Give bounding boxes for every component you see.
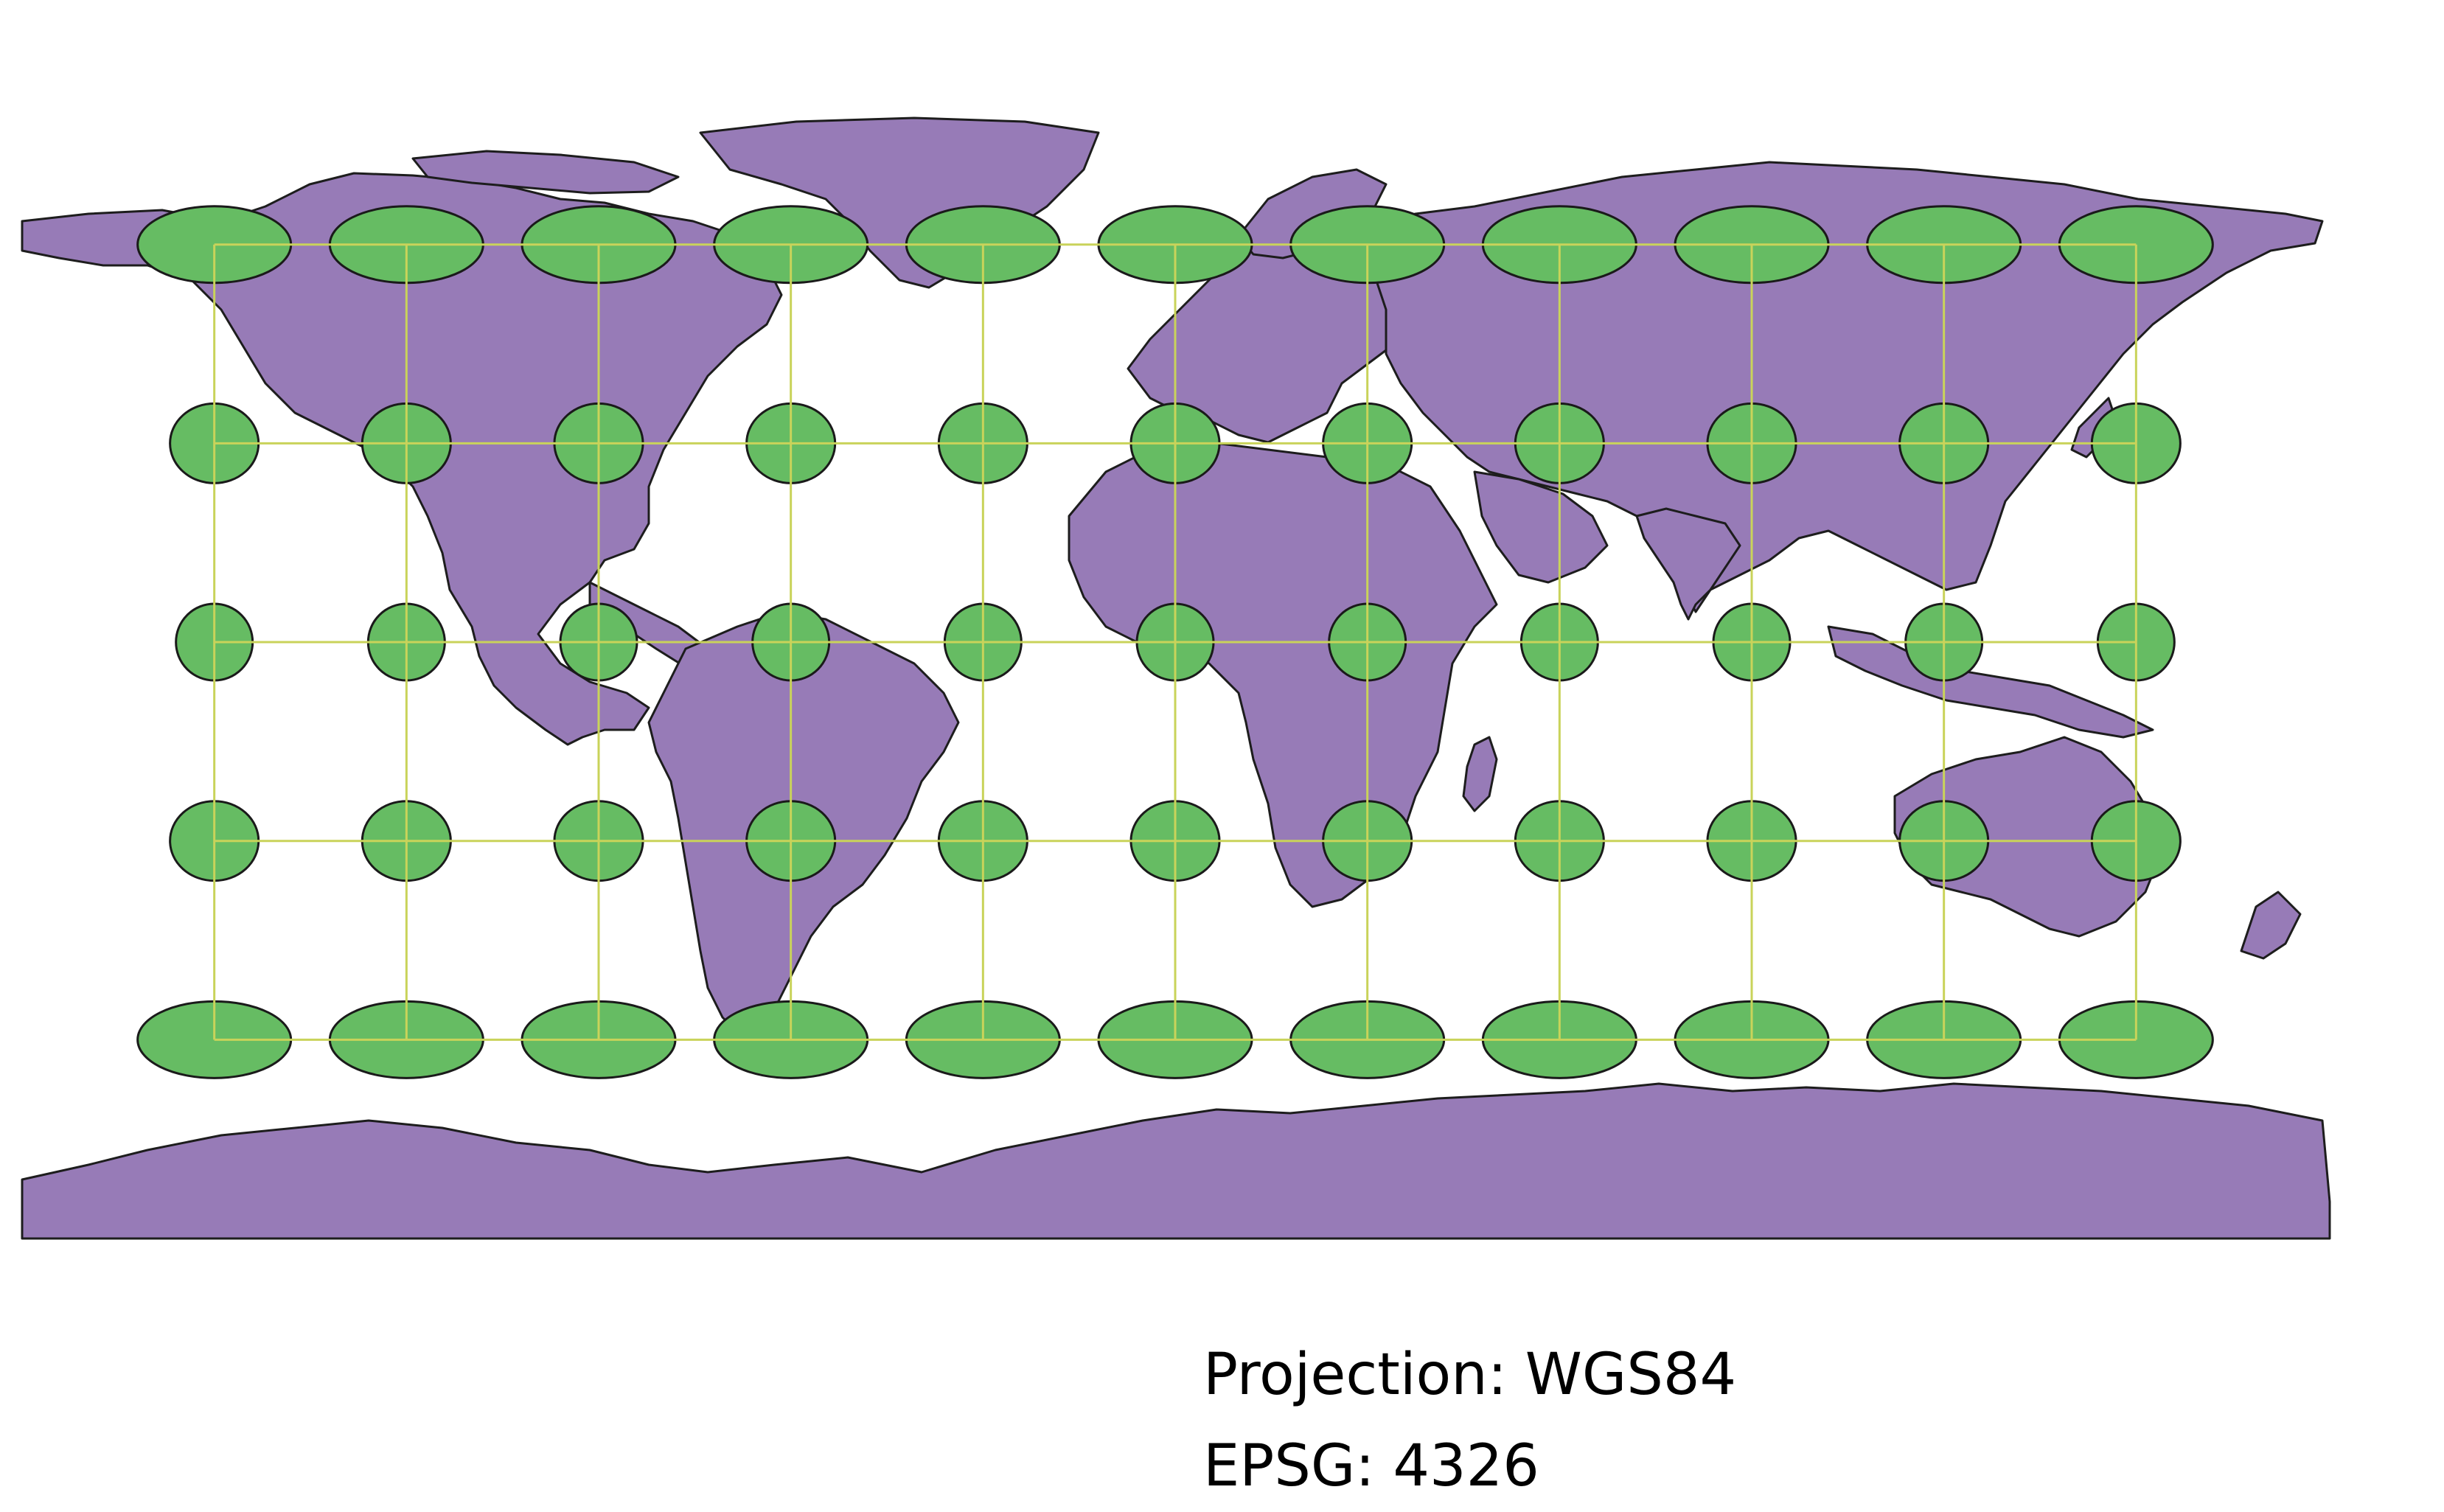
australia-landmass xyxy=(1893,736,2162,938)
arabia-landmass xyxy=(1473,470,1609,584)
graticule-layer xyxy=(213,243,2137,1041)
new-zealand-landmass xyxy=(2240,891,2302,960)
india-landmass xyxy=(1635,507,1741,621)
arctic-islands xyxy=(411,150,680,195)
epsg-label: EPSG: 4326 xyxy=(1203,1433,1539,1499)
projection-label: Projection: WGS84 xyxy=(1203,1342,1737,1408)
madagascar-landmass xyxy=(1462,736,1498,812)
antarctica-landmass xyxy=(21,1082,2331,1240)
